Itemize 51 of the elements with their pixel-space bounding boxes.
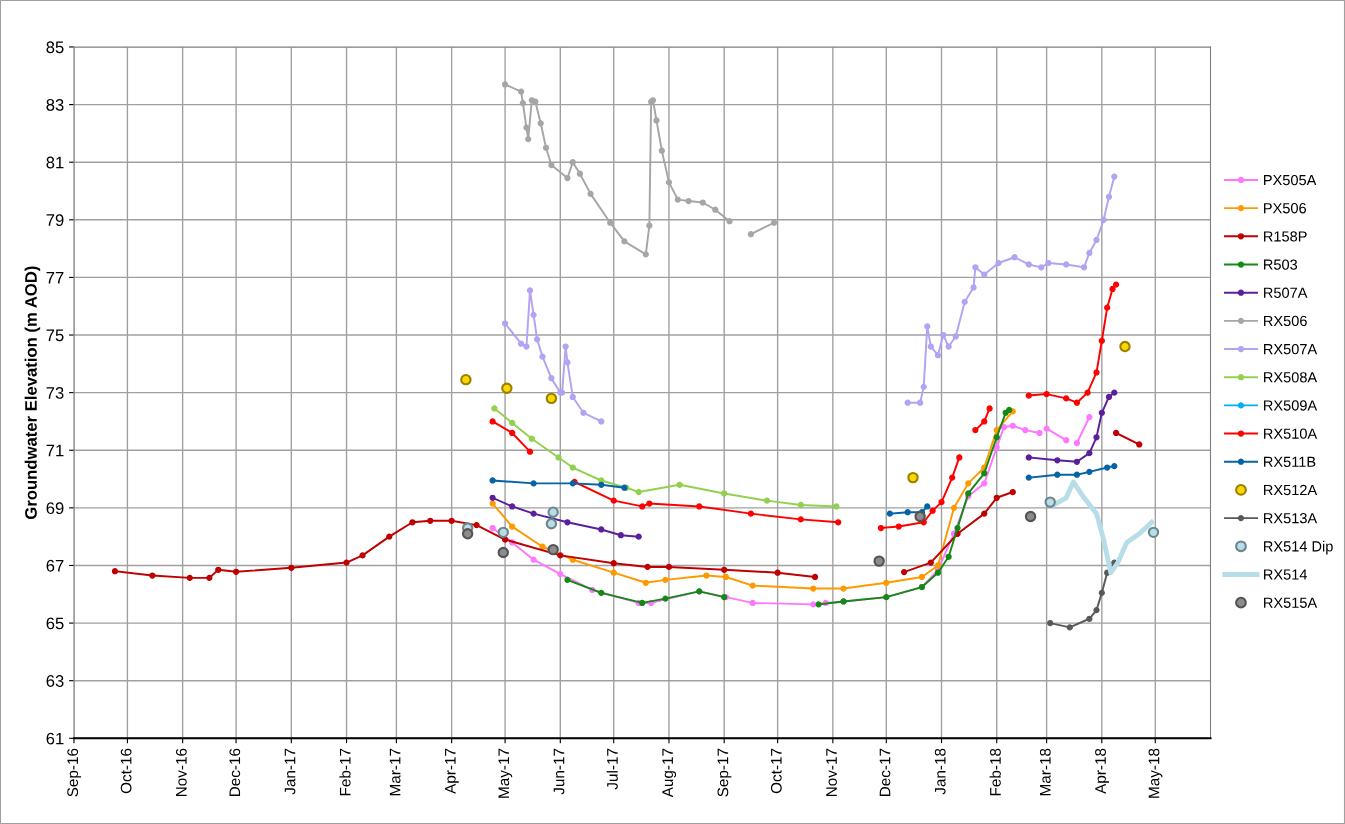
x-tick-label: May-17 <box>498 748 513 798</box>
y-tick-label: 63 <box>46 675 64 687</box>
legend-label: RX512A <box>1264 484 1318 496</box>
x-tick-label: Jul-17 <box>606 748 618 790</box>
x-tick-label: Jun-17 <box>553 748 565 795</box>
x-tick-label: Apr-18 <box>1095 748 1109 794</box>
legend-label: RX513A <box>1264 513 1318 524</box>
x-tick-label: Feb-17 <box>339 748 351 796</box>
y-tick-label: 61 <box>46 732 64 745</box>
legend-label: RX508A <box>1264 372 1318 383</box>
x-tick-label: Oct-16 <box>120 748 132 794</box>
x-tick-label: Jan-18 <box>934 748 946 795</box>
x-tick-label: Dec-17 <box>879 748 891 797</box>
y-tick-label: 75 <box>46 329 64 342</box>
x-tick-label: Apr-17 <box>445 748 459 794</box>
x-tick-label: Jan-17 <box>284 748 296 795</box>
y-tick-label: 81 <box>46 156 64 169</box>
y-tick-label: 73 <box>46 387 64 399</box>
x-tick-label: Mar-18 <box>1039 748 1051 796</box>
y-axis-title: Groundwater Elevation (m AOD) <box>24 266 41 519</box>
x-tick-label: Nov-17 <box>826 748 837 797</box>
y-tick-label: 79 <box>46 214 64 227</box>
legend-label: R507A <box>1264 287 1308 298</box>
x-tick-label: Feb-18 <box>989 748 1001 796</box>
legend-label: R158P <box>1264 231 1307 242</box>
x-tick-label: Aug-17 <box>662 748 677 798</box>
y-tick-label: 83 <box>46 98 64 111</box>
y-tick-label: 69 <box>46 502 64 515</box>
legend-label: RX514 Dip <box>1264 540 1333 555</box>
x-tick-label: Sep-17 <box>717 748 732 797</box>
legend-label: RX511B <box>1264 456 1316 467</box>
x-tick-label: Oct-17 <box>770 748 782 794</box>
legend-label: RX509A <box>1264 400 1318 411</box>
legend-label: PX506 <box>1264 203 1306 214</box>
legend-label: R503 <box>1264 259 1298 270</box>
legend-label: RX510A <box>1264 428 1318 439</box>
legend-label: PX505A <box>1264 174 1317 186</box>
y-tick-label: 71 <box>46 444 64 457</box>
y-tick-label: 65 <box>46 617 64 630</box>
x-tick-label: Dec-16 <box>229 748 241 797</box>
y-tick-label: 85 <box>46 41 64 54</box>
x-tick-label: Sep-16 <box>67 748 82 797</box>
x-tick-label: Nov-16 <box>175 748 187 797</box>
legend-label: RX507A <box>1264 343 1318 355</box>
legend-label: RX506 <box>1264 315 1307 327</box>
legend-label: RX515A <box>1264 597 1318 608</box>
x-tick-label: Mar-17 <box>389 748 401 796</box>
x-tick-label: May-18 <box>1148 748 1163 798</box>
y-tick-label: 77 <box>46 271 64 284</box>
legend-label: RX514 <box>1264 569 1308 580</box>
y-tick-label: 67 <box>46 559 64 572</box>
